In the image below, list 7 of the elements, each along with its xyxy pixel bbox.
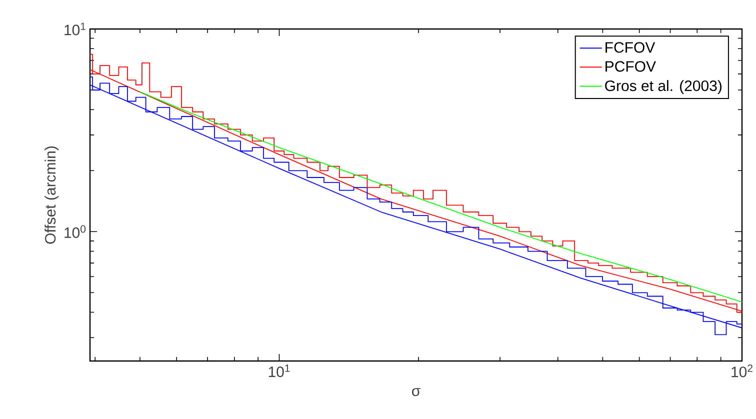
x-axis-title: σ [412,388,420,396]
y-tick-label: 10$^{0}$ [64,225,86,238]
x-tick-label: 10$^{2}$ [732,364,752,378]
legend-label: PCFOV [606,61,656,72]
legend-label: Gros et al. (2003) [605,80,722,94]
y-axis-title: Offset (arcmin) [44,146,59,244]
legend-label: FCFOV [606,42,656,53]
